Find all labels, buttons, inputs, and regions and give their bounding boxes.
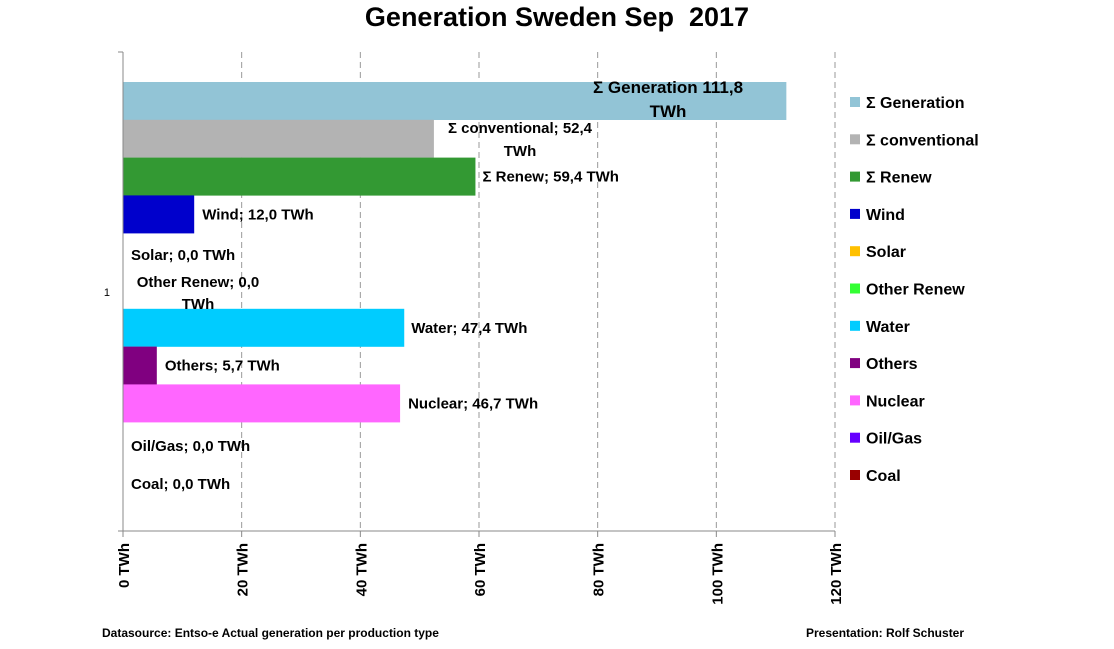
legend-swatch bbox=[850, 134, 860, 145]
legend-label: Coal bbox=[866, 468, 901, 485]
legend-swatch bbox=[850, 208, 860, 219]
legend-swatch bbox=[850, 283, 860, 294]
legend-label: Σ Renew bbox=[866, 170, 932, 187]
y-category-label: 1 bbox=[104, 287, 110, 299]
x-tick-label: 0 TWh bbox=[116, 543, 133, 588]
bar bbox=[123, 157, 476, 196]
x-tick-label: 100 TWh bbox=[709, 543, 726, 605]
data-label: Wind; 12,0 TWh bbox=[202, 206, 314, 223]
bar bbox=[123, 119, 434, 158]
chart-title: Generation Sweden Sep 2017 bbox=[364, 2, 750, 32]
legend-label: Σ conventional bbox=[866, 132, 979, 149]
legend-label: Σ Generation bbox=[866, 95, 965, 112]
datasource-note: Datasource: Entso-e Actual generation pe… bbox=[102, 626, 439, 640]
data-label: Coal; 0,0 TWh bbox=[131, 476, 230, 493]
data-label: Σ conventional; 52,4 TWh bbox=[448, 120, 593, 160]
bar bbox=[123, 346, 157, 385]
data-label: Other Renew; 0,0 TWh bbox=[137, 274, 260, 313]
legend-swatch bbox=[850, 320, 860, 331]
bar bbox=[123, 384, 401, 423]
legend-swatch bbox=[850, 97, 860, 107]
legend-label: Nuclear bbox=[866, 393, 925, 410]
bar bbox=[123, 308, 405, 347]
legend-label: Others bbox=[866, 356, 918, 373]
legend-label: Oil/Gas bbox=[866, 431, 922, 448]
data-label: Oil/Gas; 0,0 TWh bbox=[131, 438, 250, 455]
x-tick-label: 40 TWh bbox=[353, 543, 370, 596]
legend-swatch bbox=[850, 470, 860, 480]
data-label: Σ Renew; 59,4 TWh bbox=[482, 169, 619, 186]
legend-swatch bbox=[850, 395, 860, 406]
legend-swatch bbox=[850, 358, 860, 369]
legend-label: Wind bbox=[866, 207, 905, 224]
bar bbox=[123, 195, 195, 234]
bar bbox=[123, 82, 787, 120]
data-label: Σ Generation 111,8 TWh bbox=[593, 78, 743, 121]
data-label: Nuclear; 46,7 TWh bbox=[408, 395, 538, 412]
legend-label: Other Renew bbox=[866, 282, 965, 299]
legend-swatch bbox=[850, 171, 860, 182]
x-tick-label: 60 TWh bbox=[472, 543, 489, 596]
x-tick-label: 120 TWh bbox=[828, 543, 845, 605]
data-label: Solar; 0,0 TWh bbox=[131, 247, 235, 264]
x-tick-label: 80 TWh bbox=[591, 543, 608, 596]
data-label: Water; 47,4 TWh bbox=[411, 320, 527, 337]
data-label: Others; 5,7 TWh bbox=[165, 358, 280, 375]
legend-swatch bbox=[850, 432, 860, 443]
legend-label: Solar bbox=[866, 244, 906, 261]
legend-label: Water bbox=[866, 319, 910, 336]
legend-swatch bbox=[850, 246, 860, 257]
x-tick-label: 20 TWh bbox=[235, 543, 252, 596]
presentation-credit: Presentation: Rolf Schuster bbox=[806, 626, 965, 640]
